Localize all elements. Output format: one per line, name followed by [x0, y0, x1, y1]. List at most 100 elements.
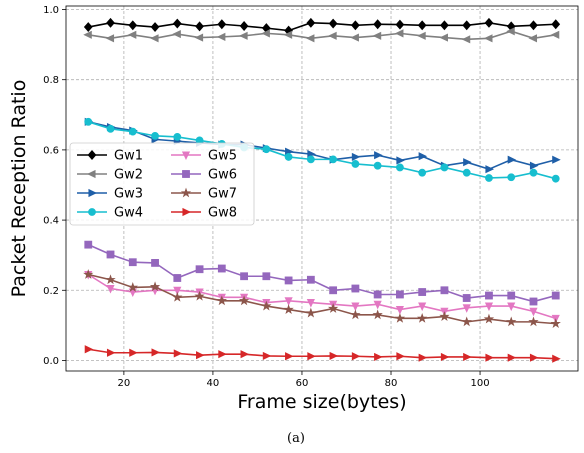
- data-point: [217, 264, 226, 273]
- data-point: [485, 174, 493, 182]
- data-point: [129, 348, 138, 357]
- data-point: [440, 20, 449, 31]
- data-point: [463, 158, 472, 167]
- data-point: [506, 316, 517, 327]
- y-tick-label: 0.8: [43, 75, 59, 86]
- data-point: [418, 302, 427, 312]
- series-gw6: [84, 240, 560, 306]
- data-point: [195, 21, 204, 32]
- data-point: [194, 290, 205, 301]
- data-point: [506, 27, 515, 36]
- legend: Gw1 Gw2 Gw3 Gw4 Gw5 Gw6 Gw7 Gw8: [69, 142, 255, 226]
- data-point: [395, 306, 404, 315]
- data-point: [529, 168, 538, 177]
- x-tick-label: 40: [207, 378, 220, 389]
- data-point: [240, 350, 250, 359]
- y-tick-label: 0.6: [43, 145, 59, 156]
- data-point: [396, 163, 404, 172]
- data-point: [84, 117, 93, 126]
- data-point: [417, 20, 427, 31]
- data-point: [306, 299, 315, 308]
- data-point: [351, 352, 361, 361]
- data-point: [552, 354, 561, 363]
- data-point: [194, 33, 204, 42]
- data-point: [528, 316, 539, 327]
- series-line: [88, 273, 556, 325]
- data-point: [529, 307, 538, 317]
- data-point: [106, 250, 115, 259]
- data-point: [105, 274, 116, 285]
- data-point: [329, 351, 339, 360]
- data-point: [418, 152, 428, 161]
- data-point: [507, 302, 516, 312]
- data-point: [507, 353, 517, 362]
- data-point: [218, 350, 227, 359]
- data-point: [284, 153, 293, 161]
- data-point: [396, 156, 405, 165]
- data-point: [372, 31, 382, 40]
- y-tick-label: 0.0: [43, 356, 59, 367]
- data-point: [261, 29, 270, 38]
- legend-item: Gw7: [171, 187, 237, 202]
- data-point: [418, 353, 428, 362]
- data-point: [262, 145, 271, 154]
- legend-label: Gw1: [114, 149, 143, 164]
- x-tick-label: 100: [471, 378, 490, 389]
- series-gw7: [83, 269, 561, 328]
- x-tick-label: 80: [385, 378, 398, 389]
- data-point: [418, 288, 427, 296]
- legend-label: Gw7: [208, 187, 237, 202]
- series-line: [88, 121, 556, 180]
- legend-label: Gw5: [208, 149, 237, 164]
- y-tick-label: 0.4: [43, 216, 59, 227]
- plot-frame: [65, 5, 579, 372]
- data-point: [485, 291, 493, 300]
- legend-label: Gw8: [208, 206, 237, 221]
- y-tick-label: 0.2: [43, 286, 59, 297]
- x-tick-label: 60: [296, 378, 309, 389]
- data-point: [262, 351, 272, 360]
- legend-label: Gw2: [114, 168, 143, 183]
- series-gw1: [83, 17, 561, 36]
- data-point: [306, 17, 316, 28]
- data-point: [149, 281, 161, 292]
- data-point: [305, 34, 315, 43]
- data-point: [374, 352, 383, 362]
- data-point: [106, 348, 116, 357]
- data-point: [485, 353, 494, 362]
- data-point: [528, 34, 538, 43]
- x-axis-label: Frame size(bytes): [237, 391, 406, 413]
- data-point: [551, 174, 560, 183]
- data-point: [461, 35, 471, 44]
- data-point: [87, 150, 97, 160]
- series-line: [88, 30, 556, 41]
- data-point: [240, 272, 248, 281]
- data-point: [484, 302, 494, 312]
- axis-ticks: 20 40 60 80 100 0.0 0.2 0.4 0.6 0.8 1.0: [43, 5, 490, 389]
- data-point: [216, 32, 226, 41]
- legend-item: Gw1: [77, 149, 143, 164]
- data-point: [552, 155, 561, 164]
- data-point: [172, 30, 181, 39]
- legend-item: Gw6: [171, 168, 237, 183]
- data-point: [485, 165, 494, 174]
- data-point: [507, 291, 516, 300]
- data-point: [106, 284, 115, 294]
- data-point: [439, 33, 448, 42]
- legend-item: Gw3: [77, 187, 143, 202]
- legend-item: Gw5: [171, 149, 237, 164]
- data-point: [128, 20, 138, 31]
- data-point: [351, 284, 360, 293]
- data-point: [350, 309, 361, 320]
- data-point: [550, 30, 560, 39]
- data-point: [373, 290, 382, 299]
- data-point: [284, 276, 293, 285]
- data-point: [329, 155, 338, 164]
- data-point: [128, 127, 137, 136]
- series-line: [88, 121, 556, 171]
- figure-caption: (a): [287, 431, 305, 446]
- data-point: [351, 152, 361, 161]
- data-point: [529, 297, 538, 306]
- legend-label: Gw6: [208, 168, 237, 183]
- y-axis-label: Packet Reception Ratio: [8, 80, 30, 298]
